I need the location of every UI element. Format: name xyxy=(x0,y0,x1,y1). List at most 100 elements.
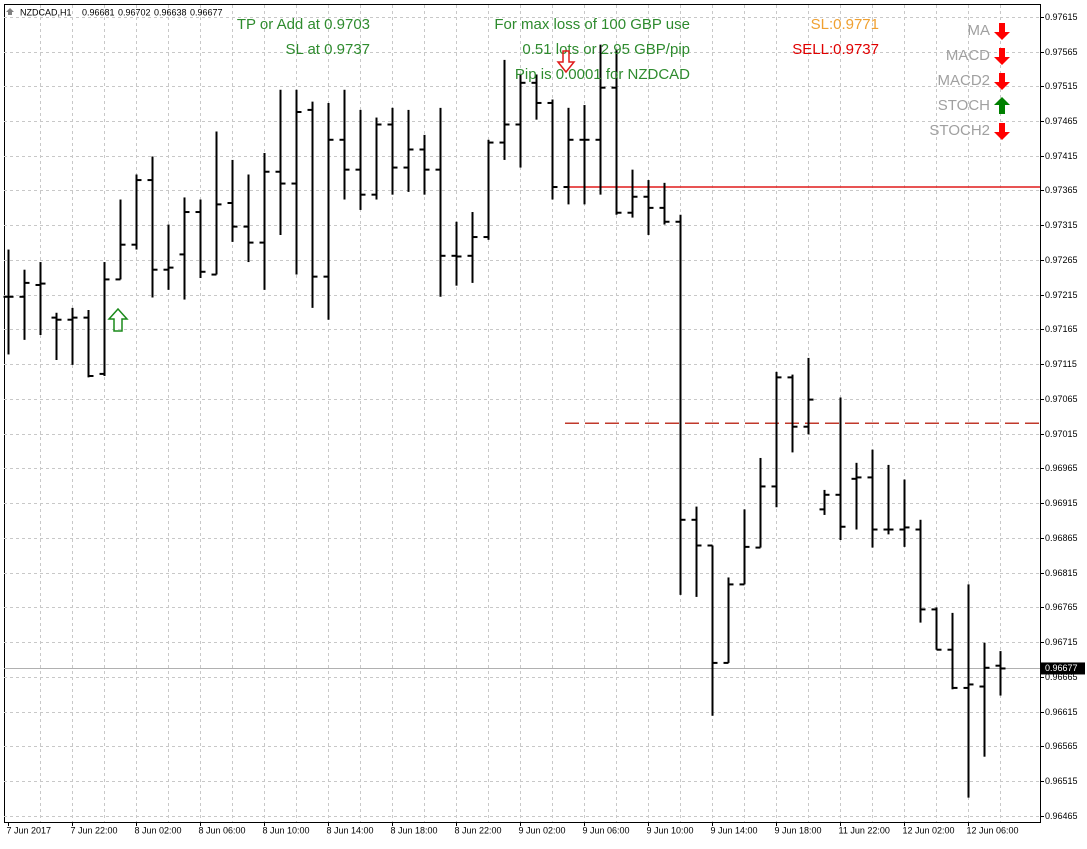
x-tick-label: 9 Jun 02:00 xyxy=(519,825,566,835)
ohlc-bar xyxy=(899,479,910,547)
ohlc-bar xyxy=(19,269,30,340)
x-tick-label: 7 Jun 22:00 xyxy=(71,825,118,835)
x-tick-label: 8 Jun 22:00 xyxy=(455,825,502,835)
indicator-name: MA xyxy=(968,22,991,39)
indicator-signal xyxy=(994,97,1010,114)
header-high: 0.96702 xyxy=(118,7,151,17)
annotation: TP or Add at 0.9703 xyxy=(237,16,370,33)
ohlc-bar xyxy=(451,221,462,286)
header-low: 0.96638 xyxy=(154,7,187,17)
indicator-signal xyxy=(994,73,1010,90)
x-tick-label: 11 Jun 22:00 xyxy=(839,825,890,835)
levels xyxy=(4,186,1040,669)
ohlc-bar xyxy=(659,182,670,225)
bars xyxy=(3,44,1006,798)
ohlc-bar xyxy=(83,309,94,378)
ohlc-bar xyxy=(579,105,590,205)
y-tick-label: 0.97365 xyxy=(1045,185,1078,195)
ohlc-bar xyxy=(195,199,206,279)
indicator-signal xyxy=(994,48,1010,65)
ohlc-bar xyxy=(835,397,846,540)
ohlc-bar xyxy=(499,59,510,160)
y-tick-label: 0.97565 xyxy=(1045,47,1078,57)
y-tick-label: 0.97465 xyxy=(1045,116,1078,126)
ohlc-bar xyxy=(371,117,382,200)
ohlc-bar xyxy=(435,107,446,297)
annotation: SL at 0.9737 xyxy=(285,41,370,58)
bid-label: 0.96677 xyxy=(1045,663,1078,673)
ohlc-bar xyxy=(99,262,110,376)
ohlc-bar xyxy=(259,152,270,290)
x-tick-label: 8 Jun 18:00 xyxy=(391,825,438,835)
indicator-name: MACD2 xyxy=(937,72,990,89)
buy-arrow xyxy=(107,307,129,332)
header-close: 0.96677 xyxy=(190,7,223,17)
ohlc-bar xyxy=(851,462,862,530)
ohlc-bar xyxy=(627,169,638,218)
ohlc-bar xyxy=(163,224,174,290)
ohlc-bar xyxy=(115,199,126,281)
annotation: 0.51 lots or 2.95 GBP/pip xyxy=(522,41,690,58)
y-tick-label: 0.96465 xyxy=(1045,811,1078,821)
ohlc-bar xyxy=(563,107,574,205)
annotation: SELL:0.9737 xyxy=(792,41,879,58)
x-tick-label: 9 Jun 14:00 xyxy=(711,825,758,835)
y-tick-label: 0.97515 xyxy=(1045,81,1078,91)
ohlc-bar xyxy=(979,642,990,757)
indicator-signal xyxy=(994,23,1010,40)
ohlc-bar xyxy=(947,612,958,690)
x-tick-label: 8 Jun 10:00 xyxy=(263,825,310,835)
y-tick-label: 0.97215 xyxy=(1045,290,1078,300)
ohlc-bar xyxy=(531,74,542,120)
ohlc-bar xyxy=(179,197,190,300)
y-tick-label: 0.96565 xyxy=(1045,741,1078,751)
bid-label-bg xyxy=(1041,662,1085,675)
y-tick-label: 0.97115 xyxy=(1045,359,1077,369)
ohlc-bar xyxy=(803,357,814,435)
sell-arrow xyxy=(556,50,576,74)
y-tick-label: 0.97015 xyxy=(1045,429,1078,439)
ohlc-bar xyxy=(915,519,926,623)
ohlc-bar xyxy=(339,89,350,200)
x-tick-label: 9 Jun 18:00 xyxy=(775,825,822,835)
header-open: 0.96681 xyxy=(82,7,115,17)
indicator-name: STOCH xyxy=(938,97,990,114)
ohlc-bar xyxy=(771,371,782,508)
x-tick-label: 8 Jun 06:00 xyxy=(199,825,246,835)
y-tick-label: 0.96965 xyxy=(1045,463,1078,473)
ohlc-bar xyxy=(403,109,414,192)
symbol: NZDCAD,H1 xyxy=(20,7,72,17)
x-tick-label: 8 Jun 14:00 xyxy=(327,825,374,835)
annotation: SL:0.9771 xyxy=(811,16,879,33)
indicator-name: STOCH2 xyxy=(929,122,990,139)
plot-frame xyxy=(4,4,1041,823)
ohlc-bar xyxy=(643,180,654,235)
ohlc-bar xyxy=(595,44,606,195)
ohlc-bar xyxy=(963,584,974,798)
ohlc-bar xyxy=(3,249,14,355)
ohlc-bar xyxy=(611,49,622,215)
header-icon xyxy=(6,8,14,15)
ohlc-bar xyxy=(691,506,702,597)
ohlc-bar xyxy=(387,107,398,195)
ohlc-bar xyxy=(275,89,286,235)
ohlc-bar xyxy=(883,464,894,535)
ohlc-bar xyxy=(707,544,718,716)
y-tick-label: 0.97165 xyxy=(1045,324,1078,334)
ohlc-bar xyxy=(323,102,334,320)
ohlc-bar xyxy=(307,101,318,308)
y-tick-label: 0.96815 xyxy=(1045,568,1078,578)
ohlc-bar xyxy=(787,374,798,453)
x-tick-label: 9 Jun 10:00 xyxy=(647,825,694,835)
x-tick-label: 12 Jun 02:00 xyxy=(903,825,955,835)
y-tick-label: 0.97315 xyxy=(1045,220,1078,230)
indicator-panel: MA MACD MACD2 STOCH STOCH2 xyxy=(929,22,1010,140)
x-tick-label: 12 Jun 06:00 xyxy=(967,825,1019,835)
ohlc-bar xyxy=(51,312,62,361)
annotation: Pip is 0.0001 for NZDCAD xyxy=(515,66,690,83)
y-tick-label: 0.96865 xyxy=(1045,533,1078,543)
ohlc-bar xyxy=(867,449,878,548)
indicator-signal xyxy=(994,123,1010,140)
